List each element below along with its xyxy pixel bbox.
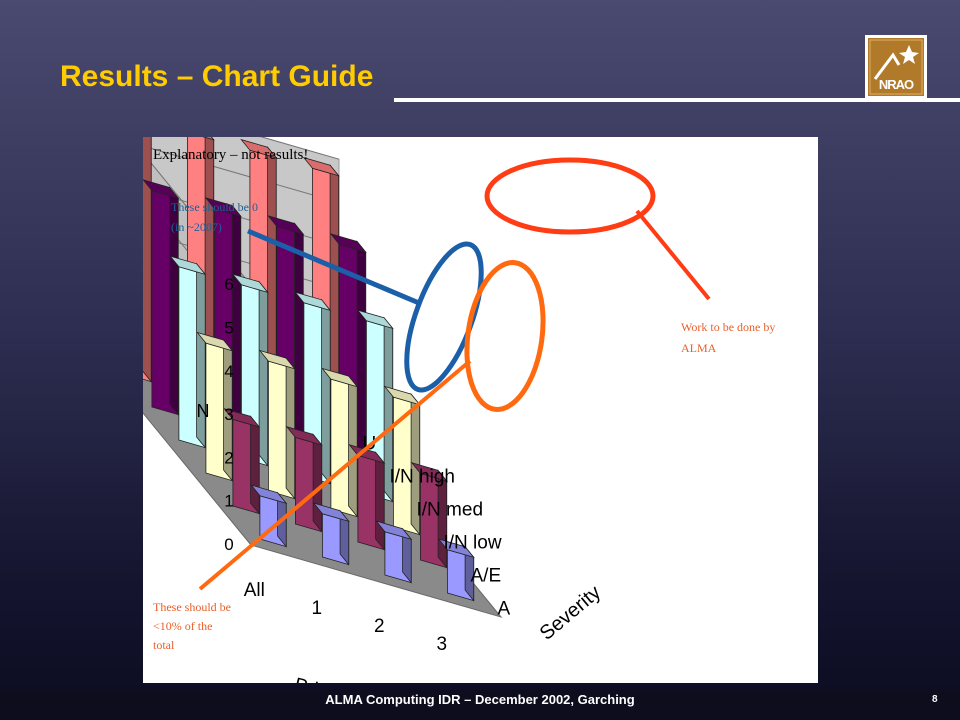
bar-side-face xyxy=(312,433,323,533)
bar-side-face xyxy=(258,280,269,467)
priority-tick-label: All xyxy=(244,580,265,601)
slide-title: Results – Chart Guide xyxy=(60,60,374,93)
bar xyxy=(348,444,386,551)
bar-top-face xyxy=(356,309,394,330)
bar xyxy=(258,349,296,500)
chart-bars xyxy=(143,137,475,602)
bar xyxy=(143,179,180,416)
annotation-alma-text: ALMA xyxy=(681,341,717,355)
bar xyxy=(169,255,207,449)
highlight-circle-med-low xyxy=(464,260,546,412)
z-tick-label: 3 xyxy=(224,405,233,424)
bar-top-face xyxy=(202,137,215,141)
footer-bar xyxy=(0,690,960,720)
priority-tick-label: 1 xyxy=(311,598,322,619)
bar-top-face xyxy=(329,233,367,253)
logo-lettering: NRAO xyxy=(879,77,914,92)
bar-top-face xyxy=(410,462,448,482)
z-tick-label: 2 xyxy=(224,448,233,467)
bar-side-face xyxy=(143,137,152,383)
pointer-line-high-med xyxy=(247,228,420,306)
footer-text: ALMA Computing IDR – December 2002, Garc… xyxy=(325,692,635,707)
priority-tick-label: 2 xyxy=(374,616,385,637)
severity-tick-label: I/N high xyxy=(390,467,455,488)
highlight-circle-high-med xyxy=(404,241,484,393)
z-tick-label: 6 xyxy=(224,275,233,294)
bar xyxy=(143,137,152,383)
bar-top-face xyxy=(285,426,323,446)
pointer-line-med-low xyxy=(198,359,472,591)
bar-top-face xyxy=(348,444,386,464)
bar-top-face xyxy=(383,385,421,406)
z-tick-label: 1 xyxy=(224,492,233,511)
z-tick-label: 4 xyxy=(224,362,233,381)
bar-top-face xyxy=(437,538,475,559)
annotation-zero-text: These should be 0 xyxy=(171,200,258,214)
bar-top-face xyxy=(375,520,413,541)
annotation-ten-percent-text: These should be xyxy=(153,600,231,614)
annotation-zero-text: (in ~2007) xyxy=(171,220,222,234)
bar-top-face xyxy=(196,331,234,352)
explanatory-note: Explanatory – not results! xyxy=(153,147,308,163)
pointer-line-u xyxy=(635,209,711,301)
highlight-circle-u xyxy=(484,157,656,235)
chart-panel: 0 1 2 3 4 5 6 N All 1 2 3 A A/E I/N low I/N med I/N high… xyxy=(143,137,818,683)
bar xyxy=(231,273,269,467)
bar-side-face xyxy=(321,298,331,485)
title-rule xyxy=(394,98,960,102)
annotation-alma-text: Work to be done by xyxy=(681,320,775,334)
bar-top-face xyxy=(231,273,269,294)
bar-top-face xyxy=(321,367,359,388)
annotation-ten-percent-text: <10% of the xyxy=(153,619,212,633)
bar-side-face xyxy=(250,415,260,515)
z-axis-label: N xyxy=(197,401,210,421)
bar xyxy=(437,538,475,602)
z-tick-label: 0 xyxy=(224,535,233,554)
y-axis-title: Severity xyxy=(536,581,605,644)
bar-chart-3d: 0 1 2 3 4 5 6 N All 1 2 3 A A/E I/N low I/N med I/N high… xyxy=(143,137,775,683)
bar-side-face xyxy=(375,451,385,551)
bar-top-face xyxy=(312,502,350,523)
bar-top-face xyxy=(302,156,340,177)
bar-top-face xyxy=(258,349,296,370)
x-axis-title: Priority xyxy=(292,674,355,683)
chart-annotations: Explanatory – not results! These should b… xyxy=(153,147,775,652)
nrao-logo: NRAO xyxy=(865,35,927,99)
bar-top-face xyxy=(294,291,332,312)
bar xyxy=(312,502,350,566)
bar-top-face xyxy=(169,255,207,276)
bar-top-face xyxy=(223,408,261,428)
bar-top-face xyxy=(250,484,288,505)
bar xyxy=(196,331,234,482)
bar-top-face xyxy=(204,197,242,217)
bar-top-face xyxy=(143,179,180,199)
severity-tick-label: I/N med xyxy=(417,500,484,521)
severity-tick-label: A xyxy=(498,599,511,620)
page-number: 8 xyxy=(932,694,938,705)
annotation-ten-percent-text: total xyxy=(153,638,175,652)
severity-tick-label: I/N low xyxy=(444,533,502,554)
severity-tick-label: A/E xyxy=(471,566,502,587)
priority-tick-label: 3 xyxy=(436,634,447,655)
bar xyxy=(375,520,413,584)
bar-side-face xyxy=(294,222,304,452)
z-tick-label: 5 xyxy=(224,319,233,338)
bar-top-face xyxy=(240,138,278,159)
bar-top-face xyxy=(267,215,305,235)
